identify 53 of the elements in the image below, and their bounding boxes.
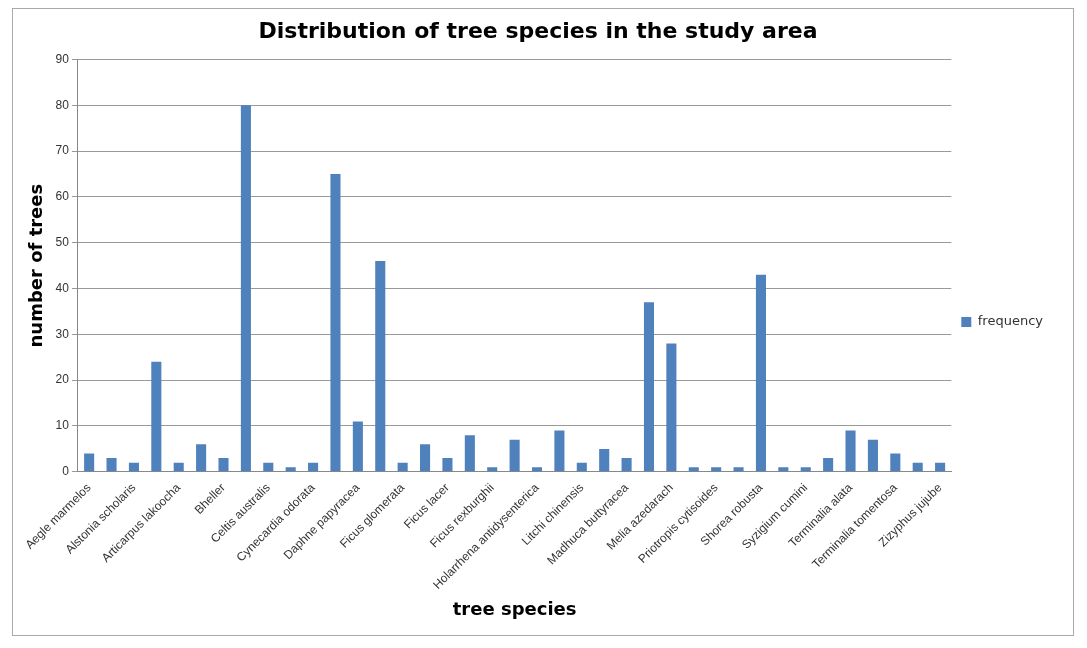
bar bbox=[173, 462, 184, 472]
y-axis-title: number of trees bbox=[25, 183, 47, 348]
x-axis-title: tree species bbox=[452, 597, 577, 619]
bar bbox=[196, 444, 207, 472]
bar bbox=[935, 462, 946, 472]
bar bbox=[308, 462, 319, 472]
y-tick-label: 90 bbox=[55, 51, 70, 66]
bar bbox=[509, 439, 520, 472]
bar bbox=[442, 458, 453, 472]
bar bbox=[755, 274, 766, 472]
bar bbox=[420, 444, 431, 472]
bar bbox=[599, 448, 610, 472]
bar bbox=[912, 462, 923, 472]
y-tick-label: 30 bbox=[55, 326, 70, 341]
bar bbox=[845, 430, 856, 472]
bar bbox=[397, 462, 408, 472]
bar bbox=[778, 467, 789, 472]
y-tick-label: 80 bbox=[55, 97, 70, 112]
bar bbox=[464, 435, 475, 472]
bar bbox=[128, 462, 139, 472]
bar bbox=[263, 462, 274, 472]
bar bbox=[621, 458, 632, 472]
bar bbox=[733, 467, 744, 472]
bar bbox=[576, 462, 587, 472]
y-tick-label: 70 bbox=[55, 143, 70, 158]
bar bbox=[352, 421, 363, 472]
chart-title: Distribution of tree species in the study area bbox=[258, 17, 818, 43]
bar bbox=[285, 467, 296, 472]
bar bbox=[823, 458, 834, 472]
bar bbox=[554, 430, 565, 472]
legend-label: frequency bbox=[977, 313, 1044, 329]
bar bbox=[711, 467, 722, 472]
bar bbox=[688, 467, 699, 472]
bar bbox=[666, 343, 677, 472]
y-tick-label: 20 bbox=[55, 372, 70, 387]
y-tick-label: 0 bbox=[62, 464, 70, 479]
y-tick-label: 50 bbox=[55, 235, 70, 250]
y-tick-label: 60 bbox=[55, 189, 70, 204]
bar bbox=[218, 458, 229, 472]
bar bbox=[106, 458, 117, 472]
bar bbox=[487, 467, 498, 472]
bar bbox=[84, 453, 95, 472]
bar bbox=[151, 361, 162, 472]
bar bbox=[643, 302, 655, 472]
bar bbox=[800, 467, 811, 472]
bar bbox=[890, 453, 901, 472]
bar bbox=[240, 105, 251, 472]
bar bbox=[330, 173, 341, 472]
bar bbox=[867, 439, 878, 472]
y-tick-label: 10 bbox=[55, 418, 70, 433]
bar bbox=[375, 261, 386, 472]
y-tick-label: 40 bbox=[55, 280, 70, 295]
bar bbox=[531, 467, 543, 472]
